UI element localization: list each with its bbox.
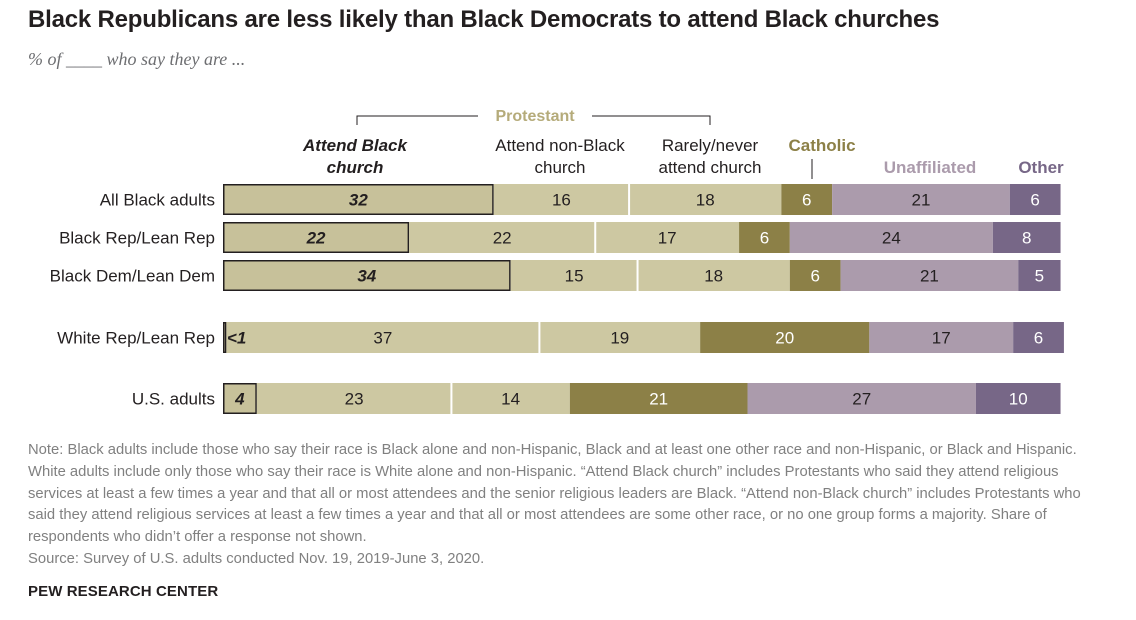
value-label-white-rep-lean-rep-rarely-never-attend-church: 19: [610, 329, 629, 348]
bar-black-rep-lean-rep-attend-black-church: [223, 222, 410, 253]
bar-black-rep-lean-rep-unaffiliated: [789, 222, 993, 253]
bar-white-rep-lean-rep-other: [1013, 322, 1064, 353]
value-label-black-dem-lean-dem-rarely-never-attend-church: 18: [704, 267, 723, 286]
protestant-bracket-left: [356, 115, 478, 125]
value-label-u-s-adults-other: 10: [1009, 390, 1028, 409]
value-label-white-rep-lean-rep-unaffiliated: 17: [932, 329, 951, 348]
note-text: Note: Black adults include those who say…: [28, 442, 1081, 546]
bar-black-dem-lean-dem-rarely-never-attend-church: [637, 260, 790, 291]
bar-black-dem-lean-dem-attend-non-black-church: [510, 260, 638, 291]
value-label-all-black-adults-other: 6: [1030, 191, 1039, 210]
bar-black-rep-lean-rep-rarely-never-attend-church: [595, 222, 740, 253]
bar-black-dem-lean-dem-other: [1018, 260, 1061, 291]
bar-all-black-adults-attend-non-black-church: [493, 184, 630, 215]
source-text: Source: Survey of U.S. adults conducted …: [28, 550, 485, 567]
value-label-black-dem-lean-dem-unaffiliated: 21: [920, 267, 939, 286]
row-label-black-dem-lean-dem: Black Dem/Lean Dem: [50, 267, 215, 286]
value-label-all-black-adults-attend-black-church: 32: [349, 191, 368, 210]
row-label-u-s-adults: U.S. adults: [132, 390, 215, 409]
value-label-u-s-adults-rarely-never-attend-church: 14: [501, 390, 520, 409]
bar-black-dem-lean-dem-attend-black-church: [223, 260, 511, 291]
header-rarely-never-attend-church-line1: Rarely/never: [662, 136, 759, 155]
stacked-bar-chart: Protestant Attend Black church Attend non-B…: [50, 108, 1064, 414]
bar-all-black-adults-rarely-never-attend-church: [629, 184, 782, 215]
header-other-line1: Other: [1018, 158, 1064, 177]
row-label-all-black-adults: All Black adults: [100, 191, 215, 210]
value-label-all-black-adults-rarely-never-attend-church: 18: [696, 191, 715, 210]
value-label-black-rep-lean-rep-unaffiliated: 24: [882, 229, 901, 248]
header-attend-non-black-church-line2: church: [534, 158, 585, 177]
value-label-black-dem-lean-dem-attend-black-church: 34: [357, 267, 376, 286]
chart-subtitle: % of ____ who say they are ...: [28, 49, 246, 69]
bar-all-black-adults-unaffiliated: [832, 184, 1010, 215]
bar-u-s-adults-unaffiliated: [747, 383, 976, 414]
bar-black-rep-lean-rep-attend-non-black-church: [409, 222, 596, 253]
value-label-black-rep-lean-rep-attend-black-church: 22: [306, 229, 326, 248]
bar-white-rep-lean-rep-attend-non-black-church: [226, 322, 540, 353]
value-label-black-rep-lean-rep-attend-non-black-church: 22: [493, 229, 512, 248]
value-label-black-dem-lean-dem-attend-non-black-church: 15: [565, 267, 584, 286]
value-label-black-dem-lean-dem-catholic: 6: [810, 267, 819, 286]
value-label-black-rep-lean-rep-rarely-never-attend-church: 17: [658, 229, 677, 248]
chart-note: Note: Black adults include those who say…: [28, 440, 1098, 571]
bar-white-rep-lean-rep-unaffiliated: [869, 322, 1014, 353]
value-label-black-dem-lean-dem-other: 5: [1035, 267, 1044, 286]
value-label-black-rep-lean-rep-catholic: 6: [760, 229, 769, 248]
value-label-u-s-adults-attend-black-church: 4: [234, 390, 245, 409]
bar-black-rep-lean-rep-catholic: [739, 222, 790, 253]
value-label-white-rep-lean-rep-catholic: 20: [775, 329, 794, 348]
bar-u-s-adults-rarely-never-attend-church: [451, 383, 570, 414]
bar-black-dem-lean-dem-unaffiliated: [840, 260, 1019, 291]
header-unaffiliated-line1: Unaffiliated: [884, 158, 977, 177]
header-catholic-line1: Catholic: [788, 136, 855, 155]
bar-all-black-adults-catholic: [781, 184, 833, 215]
value-label-black-rep-lean-rep-other: 8: [1022, 229, 1031, 248]
bar-u-s-adults-attend-non-black-church: [256, 383, 452, 414]
brand-logo: PEW RESEARCH CENTER: [28, 583, 219, 600]
value-label-white-rep-lean-rep-attend-black-church: <1: [227, 329, 246, 348]
row-label-black-rep-lean-rep: Black Rep/Lean Rep: [59, 229, 215, 248]
bar-all-black-adults-attend-black-church: [223, 184, 494, 215]
value-label-all-black-adults-unaffiliated: 21: [911, 191, 930, 210]
protestant-group-label: Protestant: [495, 108, 575, 125]
chart-title: Black Republicans are less likely than B…: [28, 6, 940, 33]
value-label-white-rep-lean-rep-attend-non-black-church: 37: [373, 329, 392, 348]
header-attend-non-black-church-line1: Attend non-Black: [495, 136, 625, 155]
value-label-all-black-adults-catholic: 6: [802, 191, 811, 210]
row-label-white-rep-lean-rep: White Rep/Lean Rep: [57, 329, 215, 348]
value-label-u-s-adults-catholic: 21: [649, 390, 668, 409]
header-rarely-never-attend-church-line2: attend church: [658, 158, 761, 177]
bar-all-black-adults-other: [1009, 184, 1061, 215]
value-label-u-s-adults-attend-non-black-church: 23: [345, 390, 364, 409]
bar-black-rep-lean-rep-other: [992, 222, 1061, 253]
bar-u-s-adults-catholic: [569, 383, 748, 414]
value-label-u-s-adults-unaffiliated: 27: [852, 390, 871, 409]
header-attend-black-church-line1: Attend Black: [302, 136, 408, 155]
bar-white-rep-lean-rep-attend-black-church: [223, 322, 227, 353]
header-attend-black-church-line2: church: [327, 158, 384, 177]
bar-black-dem-lean-dem-catholic: [789, 260, 841, 291]
bar-white-rep-lean-rep-rarely-never-attend-church: [539, 322, 701, 353]
bar-u-s-adults-attend-black-church: [223, 383, 257, 414]
bar-white-rep-lean-rep-catholic: [700, 322, 870, 353]
bar-u-s-adults-other: [975, 383, 1061, 414]
value-label-white-rep-lean-rep-other: 6: [1034, 329, 1043, 348]
value-label-all-black-adults-attend-non-black-church: 16: [552, 191, 571, 210]
protestant-bracket-right: [592, 115, 711, 125]
